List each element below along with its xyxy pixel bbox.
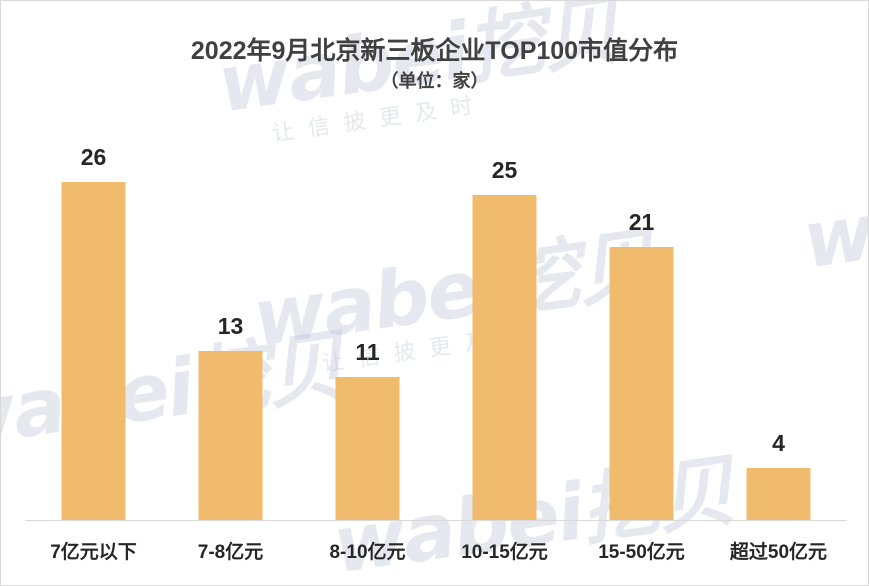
- x-tick-label: 超过50亿元: [729, 540, 827, 563]
- chart-title: 2022年9月北京新三板企业TOP100市值分布: [190, 37, 679, 65]
- bar: [61, 182, 126, 520]
- data-label: 21: [629, 209, 655, 235]
- bar: [746, 468, 811, 520]
- bar: [609, 247, 674, 520]
- data-label: 11: [355, 339, 380, 365]
- bar: [472, 195, 537, 520]
- x-tick-label: 15-50亿元: [598, 540, 685, 563]
- bar: [335, 377, 400, 520]
- x-tick-label: 7-8亿元: [198, 540, 263, 563]
- data-label: 26: [81, 144, 107, 170]
- chart-subtitle: （单位：家）: [380, 71, 489, 91]
- x-tick-label: 7亿元以下: [50, 540, 137, 563]
- data-label: 13: [218, 313, 244, 339]
- x-tick-label: 8-10亿元: [329, 540, 405, 563]
- bar: [198, 351, 263, 520]
- data-label: 25: [492, 157, 518, 183]
- x-tick-label: 10-15亿元: [461, 540, 548, 563]
- data-label: 4: [772, 430, 785, 456]
